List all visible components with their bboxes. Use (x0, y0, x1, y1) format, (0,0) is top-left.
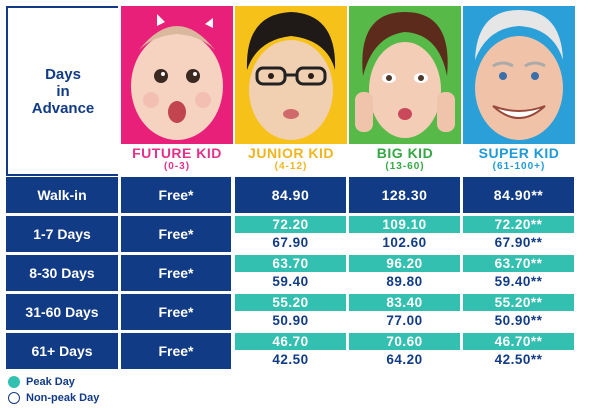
price-super-8-30: 63.70** 59.40** (463, 255, 574, 291)
row-label-61-plus-days: 61+ Days (6, 333, 118, 369)
row-label-31-60-days: 31-60 Days (6, 294, 118, 330)
category-name: SUPER KID (478, 145, 560, 161)
corner-line-3: Advance (31, 99, 95, 117)
price-future-kid: Free* (121, 255, 231, 291)
row-label-8-30-days: 8-30 Days (6, 255, 118, 291)
peak-price: 72.20 (235, 216, 346, 233)
nonpeak-price: 67.90 (235, 233, 346, 252)
peak-price: 63.70 (235, 255, 346, 272)
category-future-kid: FUTURE KID (0-3) (121, 146, 233, 176)
nonpeak-price: 89.80 (349, 272, 460, 291)
peak-price: 63.70** (463, 255, 574, 272)
price-big-31-60: 83.40 77.00 (349, 294, 460, 330)
nonpeak-price: 42.50 (235, 350, 346, 369)
nonpeak-price: 77.00 (349, 311, 460, 330)
category-big-kid: BIG KID (13-60) (349, 146, 461, 176)
price-big-1-7: 109.10 102.60 (349, 216, 460, 252)
legend-peak-label: Peak Day (26, 376, 75, 388)
nonpeak-dot-icon (8, 392, 20, 404)
peak-price: 46.70** (463, 333, 574, 350)
price-junior-61-plus: 46.70 42.50 (235, 333, 346, 369)
category-age: (61-100+) (492, 161, 546, 172)
price-future-kid: Free* (121, 294, 231, 330)
category-name: BIG KID (376, 145, 434, 161)
category-age: (4-12) (274, 161, 308, 172)
category-name: JUNIOR KID (248, 145, 334, 161)
price-super-31-60: 55.20** 50.90** (463, 294, 574, 330)
nonpeak-price: 42.50** (463, 350, 574, 369)
price-future-kid: Free* (121, 333, 231, 369)
peak-dot-icon (8, 376, 20, 388)
price-big-walk-in: 128.30 (349, 177, 460, 213)
nonpeak-price: 50.90** (463, 311, 574, 330)
corner-line-1: Days (45, 65, 81, 83)
nonpeak-price: 50.90 (235, 311, 346, 330)
peak-price: 96.20 (349, 255, 460, 272)
legend-nonpeak-label: Non-peak Day (26, 392, 100, 404)
nonpeak-price: 67.90** (463, 233, 574, 252)
price-junior-8-30: 63.70 59.40 (235, 255, 346, 291)
legend-nonpeak: Non-peak Day (8, 392, 99, 404)
category-age: (0-3) (163, 161, 191, 172)
price-future-kid: Free* (121, 177, 231, 213)
category-super-kid: SUPER KID (61-100+) (463, 146, 575, 176)
peak-price: 55.20 (235, 294, 346, 311)
price-junior-1-7: 72.20 67.90 (235, 216, 346, 252)
price-super-61-plus: 46.70** 42.50** (463, 333, 574, 369)
price-big-61-plus: 70.60 64.20 (349, 333, 460, 369)
big-kid-photo (349, 6, 461, 144)
category-junior-kid: JUNIOR KID (4-12) (235, 146, 347, 176)
category-age: (13-60) (385, 161, 425, 172)
nonpeak-price: 59.40** (463, 272, 574, 291)
corner-line-2: in (56, 82, 70, 100)
peak-price: 83.40 (349, 294, 460, 311)
price-big-8-30: 96.20 89.80 (349, 255, 460, 291)
days-in-advance-header: Days in Advance (6, 6, 118, 176)
peak-price: 109.10 (349, 216, 460, 233)
peak-price: 46.70 (235, 333, 346, 350)
price-junior-walk-in: 84.90 (235, 177, 346, 213)
price-junior-31-60: 55.20 50.90 (235, 294, 346, 330)
nonpeak-price: 64.20 (349, 350, 460, 369)
nonpeak-price: 102.60 (349, 233, 460, 252)
peak-price: 72.20** (463, 216, 574, 233)
price-future-kid: Free* (121, 216, 231, 252)
category-name: FUTURE KID (132, 145, 222, 161)
peak-price: 70.60 (349, 333, 460, 350)
legend-peak: Peak Day (8, 376, 75, 388)
price-super-1-7: 72.20** 67.90** (463, 216, 574, 252)
row-label-walk-in: Walk-in (6, 177, 118, 213)
future-kid-photo (121, 6, 233, 144)
price-super-walk-in: 84.90** (463, 177, 574, 213)
peak-price: 55.20** (463, 294, 574, 311)
row-label-1-7-days: 1-7 Days (6, 216, 118, 252)
nonpeak-price: 59.40 (235, 272, 346, 291)
super-kid-photo (463, 6, 575, 144)
junior-kid-photo (235, 6, 347, 144)
